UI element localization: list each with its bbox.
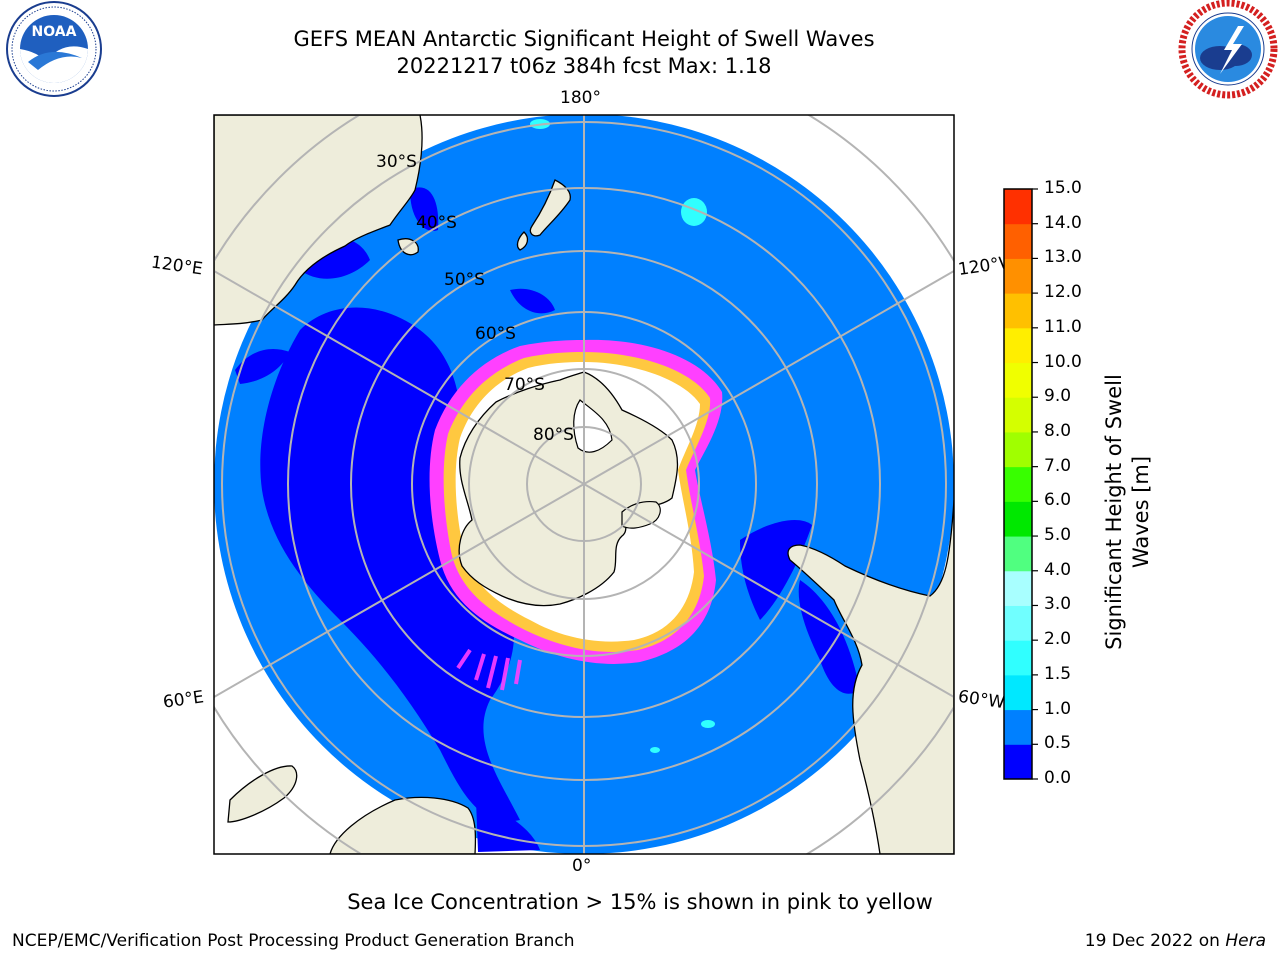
colorbar-segment <box>1004 327 1032 364</box>
colorbar-segment <box>1004 570 1032 606</box>
colorbar-tick-label: 0.5 <box>1044 733 1072 754</box>
colorbar-tick-label: 11.0 <box>1044 316 1082 337</box>
colorbar-segment <box>1004 431 1032 468</box>
graticule <box>214 115 954 854</box>
colorbar-tick-label: 4.0 <box>1044 559 1072 580</box>
colorbar-tick-label: 2.0 <box>1044 629 1072 650</box>
colorbar-tick-label: 9.0 <box>1044 386 1072 407</box>
colorbar-tick-label: 7.0 <box>1044 455 1072 476</box>
colorbar-segment <box>1004 189 1032 225</box>
colorbar-segment <box>1004 536 1032 572</box>
colorbar-segment <box>1004 709 1032 745</box>
colorbar-segment <box>1004 223 1032 259</box>
new-zealand-land <box>529 179 571 237</box>
colorbar-tick-label: 13.0 <box>1044 247 1082 268</box>
colorbar-segment <box>1004 362 1032 398</box>
lon-label-180: 180° <box>560 88 601 108</box>
colorbar-segment <box>1004 293 1032 329</box>
colorbar-tick-label: 15.0 <box>1044 178 1082 198</box>
colorbar-segment <box>1004 674 1032 711</box>
noaa-logo: NOAA <box>6 1 102 97</box>
sea-ice-note: Sea Ice Concentration > 15% is shown in … <box>347 890 933 914</box>
lat-label-60s: 60°S <box>475 324 516 344</box>
lat-label-30s: 30°S <box>376 152 417 172</box>
antarctica-land <box>458 371 679 607</box>
date-value: 19 Dec 2022 on <box>1084 931 1220 951</box>
colorbar-tick-label: 10.0 <box>1044 351 1082 372</box>
nws-logo <box>1178 0 1278 99</box>
date-text: 19 Dec 2022 on Hera <box>1085 931 1266 951</box>
colorbar-tick-label: 0.0 <box>1044 768 1072 788</box>
colorbar-tick-label: 12.0 <box>1044 282 1082 303</box>
colorbar-tick-label: 5.0 <box>1044 525 1072 546</box>
colorbar-title: Significant Height of Swell Waves [m] <box>1101 312 1155 712</box>
colorbar-segment <box>1004 397 1032 433</box>
lat-label-40s: 40°S <box>416 213 457 233</box>
credit-text: NCEP/EMC/Verification Post Processing Pr… <box>12 931 575 951</box>
colorbar-segment <box>1004 744 1032 780</box>
chart-title: GEFS MEAN Antarctic Significant Height o… <box>293 27 875 51</box>
colorbar-title-line1: Significant Height of Swell <box>1102 374 1126 650</box>
machine-name: Hera <box>1225 931 1266 951</box>
colorbar-tick-label: 14.0 <box>1044 212 1082 233</box>
colorbar-tick-label: 3.0 <box>1044 594 1072 615</box>
lat-label-50s: 50°S <box>444 270 485 290</box>
colorbar-segment <box>1004 466 1032 502</box>
colorbar-tick-label: 6.0 <box>1044 490 1072 511</box>
lat-label-80s: 80°S <box>533 425 574 445</box>
lat-label-70s: 70°S <box>504 375 545 395</box>
colorbar <box>1003 188 1038 780</box>
colorbar-segment <box>1004 605 1032 641</box>
colorbar-tick-label: 1.5 <box>1044 663 1072 684</box>
colorbar-segment <box>1004 258 1032 294</box>
colorbar-segment <box>1004 501 1032 537</box>
colorbar-tick-label: 8.0 <box>1044 420 1072 441</box>
colorbar-segment <box>1004 640 1032 676</box>
colorbar-title-line2: Waves [m] <box>1129 455 1153 569</box>
colorbar-border <box>1003 188 1033 780</box>
chart-subtitle: 20221217 t06z 384h fcst Max: 1.18 <box>396 54 772 78</box>
lon-label-0: 0° <box>572 856 592 876</box>
noaa-logo-text: NOAA <box>32 24 77 40</box>
colorbar-tick-label: 1.0 <box>1044 698 1072 719</box>
